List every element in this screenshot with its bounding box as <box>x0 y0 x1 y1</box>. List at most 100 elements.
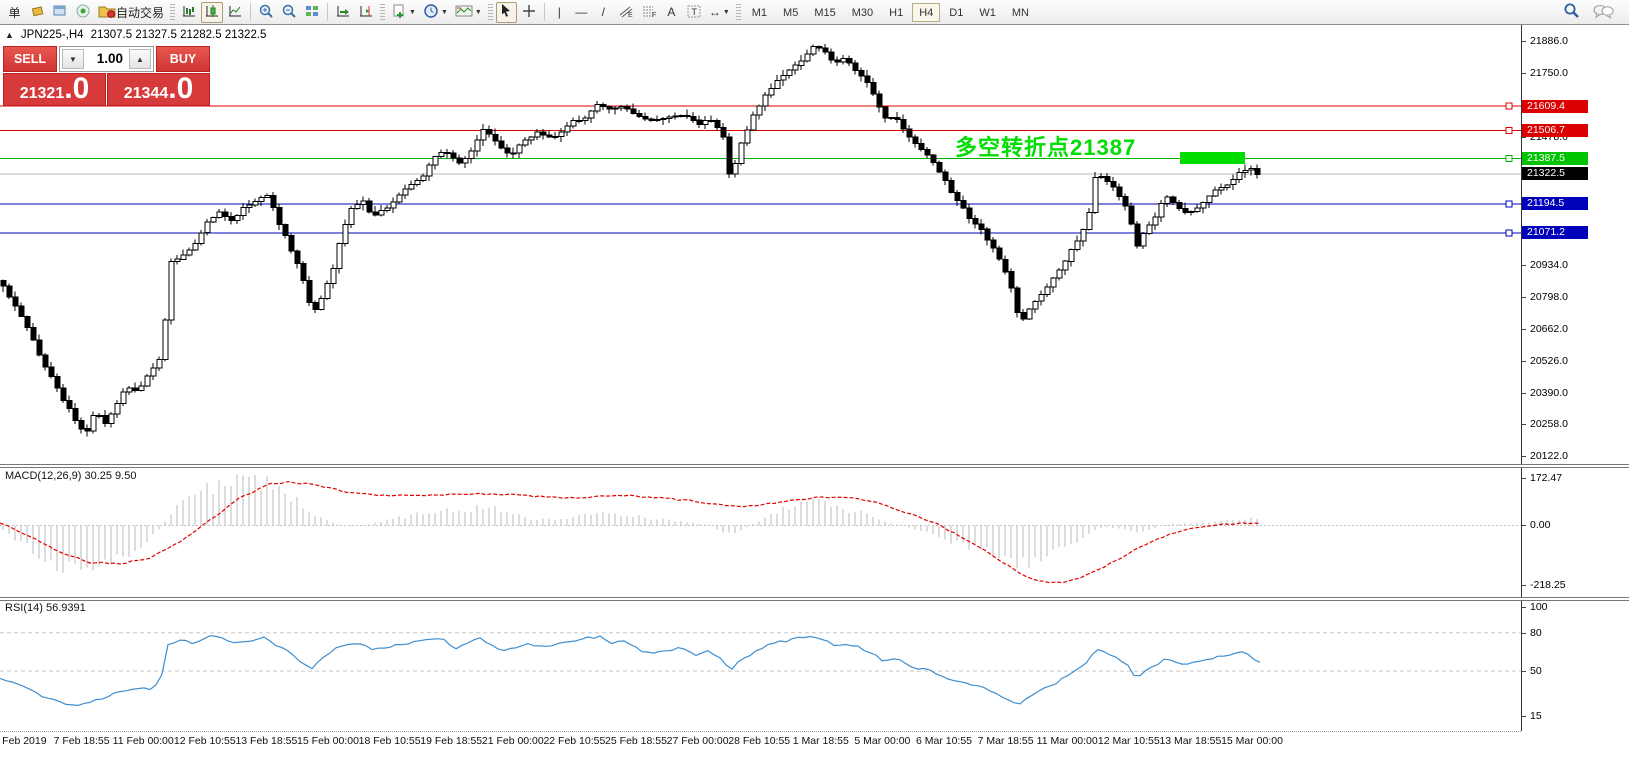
chevron-down-icon: ▼ <box>440 8 448 16</box>
crosshair-icon <box>521 3 537 22</box>
chat-button[interactable] <box>1589 2 1617 23</box>
horizontal-line-button[interactable]: — <box>575 5 588 19</box>
data-window-button[interactable] <box>49 2 71 23</box>
chat-bubbles-icon <box>1592 3 1614 22</box>
timeframe-d1-button[interactable]: D1 <box>949 6 964 19</box>
trendline-button[interactable]: / <box>601 5 605 19</box>
symbol-ohlc: 21307.5 21327.5 21282.5 21322.5 <box>90 29 267 41</box>
crosshair-button[interactable] <box>518 2 540 23</box>
line-chart-button[interactable] <box>224 2 246 23</box>
time-label: 28 Feb 10:55 <box>728 735 791 747</box>
new-order-button[interactable]: 单 <box>8 5 21 20</box>
top-toolbar: 单 自动交易 ▼ ▼ ▼ | — / <box>0 0 1629 25</box>
price-axis[interactable]: 21886.0 21750.0 21478.0 20934.0 20798.0 20662… <box>1521 24 1629 754</box>
time-label: 18 Feb 10:55 <box>358 735 421 747</box>
autotrading-button[interactable]: 自动交易 <box>95 2 167 23</box>
market-watch-button[interactable] <box>26 2 48 23</box>
lot-decrease-button[interactable]: ▼ <box>62 49 84 69</box>
market-watch-icon <box>29 3 45 22</box>
rsi-tick: 15 <box>1521 710 1542 723</box>
line-chart-icon <box>227 3 243 22</box>
svg-text:F: F <box>652 12 656 18</box>
time-label: 25 Feb 18:55 <box>605 735 667 747</box>
cursor-button[interactable] <box>495 1 517 23</box>
timeframe-m30-button[interactable]: M30 <box>851 6 874 19</box>
zoom-in-icon <box>258 3 274 22</box>
price-tick: 20390.0 <box>1521 387 1568 400</box>
time-axis-separator <box>0 731 1521 732</box>
rsi-tick: 50 <box>1521 665 1542 678</box>
fibonacci-button[interactable]: F <box>638 2 660 23</box>
templates-icon <box>455 4 473 21</box>
periods-clock-icon <box>423 3 439 22</box>
periods-button[interactable]: ▼ <box>420 2 451 23</box>
tile-windows-icon <box>304 3 320 22</box>
chevron-down-icon: ▼ <box>474 8 482 16</box>
timeframe-toolbar: M1 M5 M15 M30 H1 H4 D1 W1 MN <box>744 2 1037 22</box>
rsi-tick: 80 <box>1521 627 1542 640</box>
buy-price[interactable]: 21344.0 <box>107 73 210 106</box>
search-button[interactable] <box>1560 2 1583 23</box>
timeframe-w1-button[interactable]: W1 <box>979 6 996 19</box>
time-label: 15 Mar 00:00 <box>1221 735 1283 747</box>
pane-splitter-rsi[interactable] <box>0 597 1629 601</box>
news-icon <box>75 3 91 22</box>
symbol-info: ▲ JPN225-,H4 21307.5 21327.5 21282.5 213… <box>5 29 266 41</box>
zoom-in-button[interactable] <box>255 2 277 23</box>
bar-chart-button[interactable] <box>178 2 200 23</box>
svg-text:T: T <box>691 7 697 17</box>
time-label: 6 Mar 10:55 <box>915 735 973 747</box>
buy-button[interactable]: BUY <box>156 46 210 72</box>
sell-price[interactable]: 21321.0 <box>3 73 106 106</box>
autotrading-label: 自动交易 <box>116 5 165 20</box>
price-tick: 21750.0 <box>1521 67 1568 80</box>
auto-scroll-button[interactable] <box>332 2 354 23</box>
auto-scroll-icon <box>335 3 351 22</box>
time-label: 5 Mar 00:00 <box>854 735 911 747</box>
timeframe-mn-button[interactable]: MN <box>1011 6 1029 19</box>
rsi-chart[interactable] <box>0 601 1521 731</box>
zoom-out-button[interactable] <box>278 2 300 23</box>
chart-annotation: 多空转折点21387 <box>955 135 1137 160</box>
timeframe-m5-button[interactable]: M5 <box>783 6 799 19</box>
text-label-button[interactable]: T <box>683 2 705 23</box>
macd-tick: 172.47 <box>1521 472 1562 485</box>
svg-text:E: E <box>628 12 633 18</box>
macd-chart[interactable] <box>0 470 1521 597</box>
lot-value[interactable]: 1.00 <box>96 51 123 66</box>
time-label: 27 Feb 00:00 <box>666 735 729 747</box>
sell-price-main: 21321 <box>19 85 65 102</box>
lot-increase-button[interactable]: ▲ <box>129 49 151 69</box>
timeframe-m15-button[interactable]: M15 <box>814 6 836 19</box>
timeframe-h1-button[interactable]: H1 <box>889 6 904 19</box>
new-chart-button[interactable]: ▼ <box>388 2 419 23</box>
sell-button[interactable]: SELL <box>3 46 57 72</box>
cursor-icon <box>499 3 513 21</box>
equidistant-channel-button[interactable]: E <box>615 2 637 23</box>
text-button[interactable]: A <box>667 5 676 19</box>
price-level-label: 21071.2 <box>1522 226 1588 240</box>
chart-shift-icon <box>358 3 374 22</box>
timeframe-m1-button[interactable]: M1 <box>751 6 768 19</box>
fibonacci-icon: F <box>641 4 657 21</box>
templates-button[interactable]: ▼ <box>452 2 485 23</box>
time-label: 1 Mar 18:55 <box>792 735 849 747</box>
main-chart[interactable] <box>0 26 1521 464</box>
arrows-button[interactable]: ↔ ▼ <box>706 2 733 23</box>
bar-chart-icon <box>181 3 197 22</box>
news-button[interactable] <box>72 2 94 23</box>
search-icon <box>1563 2 1580 22</box>
pane-splitter-macd[interactable] <box>0 464 1629 468</box>
tile-windows-button[interactable] <box>301 2 323 23</box>
candlestick-chart-button[interactable] <box>201 1 224 23</box>
new-chart-icon <box>391 3 407 22</box>
current-price-label: 21322.5 <box>1522 167 1588 181</box>
vertical-line-button[interactable]: | <box>557 5 561 19</box>
chart-window-icon: ▲ <box>5 30 14 40</box>
time-label: 7 Mar 18:55 <box>977 735 1034 747</box>
chart-shift-button[interactable] <box>355 2 377 23</box>
timeframe-h4-button[interactable]: H4 <box>912 2 941 22</box>
sell-price-pips: .0 <box>64 72 90 105</box>
price-level-label: 21194.5 <box>1522 197 1588 211</box>
